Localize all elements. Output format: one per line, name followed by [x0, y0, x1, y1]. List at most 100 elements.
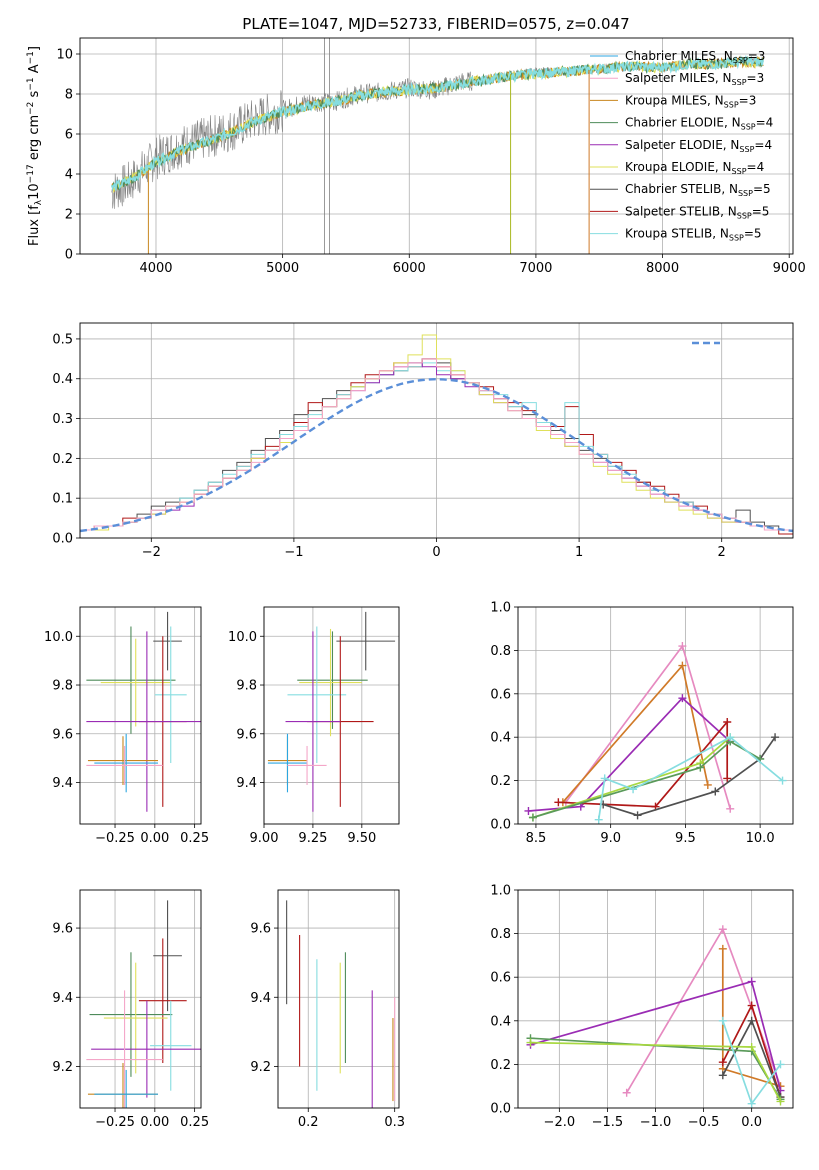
weight-marker — [718, 925, 727, 934]
y-tick-label: 9.6 — [52, 922, 73, 937]
weight-marker — [524, 806, 533, 815]
y-tick-label: 10.0 — [228, 630, 257, 645]
x-tick-label: −2 — [142, 545, 161, 560]
x-tick-label: 2 — [718, 545, 726, 560]
legend-label: Kroupa ELODIE, N — [625, 160, 732, 174]
x-tick-label: −0.25 — [95, 1115, 135, 1130]
weight-marker — [747, 1042, 756, 1051]
y-axis-label-part: A — [27, 64, 42, 77]
y-tick-label: 0 — [65, 248, 73, 263]
y-axis-label-part: s — [27, 90, 42, 101]
legend-entry: Chabrier MILES, NSSP=3 — [625, 49, 765, 65]
weight-marker — [747, 1099, 756, 1108]
x-tick-label: −2.0 — [544, 1115, 576, 1130]
y-tick-label: 0.0 — [52, 532, 73, 547]
weight-marker — [726, 804, 735, 813]
weight-marker — [718, 1071, 727, 1080]
legend-label: Chabrier MILES, N — [625, 49, 733, 63]
weight-marker — [726, 733, 735, 742]
y-tick-label: 10.0 — [44, 630, 73, 645]
weight-marker — [678, 642, 687, 651]
x-tick-label: 9.5 — [675, 831, 696, 846]
weight-lines — [526, 925, 785, 1108]
legend-label-sub: SSP — [733, 56, 748, 65]
x-tick-label: −0.25 — [95, 831, 135, 846]
legend-entry: Salpeter MILES, NSSP=3 — [625, 71, 764, 87]
y-tick-label: 9.2 — [52, 1060, 73, 1075]
axes-frame — [277, 889, 400, 1109]
y-axis-label-part: ] — [27, 46, 42, 51]
legend-label-sub: SSP — [738, 189, 753, 198]
age-vs-mass-panel: 9.00 9.25 9.50 9.4 9.6 9.8 10.0 — [228, 606, 400, 846]
y-axis-label-part: −1 — [26, 51, 36, 64]
weight-marker — [778, 776, 787, 785]
y-tick-label: 0.0 — [490, 1102, 511, 1117]
y-tick-label: 1.0 — [490, 884, 511, 899]
legend-label-suffix: =4 — [756, 116, 774, 130]
weight-marker — [554, 798, 563, 807]
x-tick-label: 9000 — [773, 261, 806, 276]
axes-frame — [517, 606, 794, 825]
legend-label: Chabrier ELODIE, N — [625, 116, 741, 130]
y-tick-label: 0.2 — [52, 452, 73, 467]
mass-vs-ebv-panel: 0.2 0.3 9.2 9.4 9.6 — [250, 889, 405, 1130]
mass-weight-vs-age-panel: 8.5 9.0 9.5 10.0 0.0 0.2 0.4 0.6 0.8 1.0 — [490, 601, 794, 846]
x-tick-label: 4000 — [139, 261, 172, 276]
weight-marker — [528, 813, 537, 822]
y-tick-label: 0.4 — [490, 731, 511, 746]
spectrum-legend: Chabrier MILES, NSSP=3 Salpeter MILES, NS… — [590, 49, 773, 243]
weight-marker — [718, 1016, 727, 1025]
x-tick-label: 0.00 — [140, 1115, 169, 1130]
mass-weight-vs-metallicity-panel: −2.0 −1.5 −1.0 −0.5 0.0 0.0 0.2 0.4 0.6 0.8 1.0 — [490, 884, 794, 1130]
legend-label: Salpeter ELODIE, N — [625, 138, 739, 152]
weight-marker — [723, 774, 732, 783]
x-tick-label: −1.0 — [640, 1115, 672, 1130]
mass-vs-metallicity-panel: −0.25 0.00 0.25 9.2 9.4 9.6 — [52, 889, 209, 1130]
x-tick-label: −0.5 — [688, 1115, 720, 1130]
weight-marker — [776, 1097, 785, 1106]
legend-entry: Chabrier ELODIE, NSSP=4 — [625, 116, 773, 132]
y-tick-label: 0.5 — [52, 332, 73, 347]
y-tick-label: 10 — [56, 48, 73, 63]
weight-series-line — [602, 736, 776, 817]
x-tick-label: 0.00 — [140, 831, 169, 846]
legend-label-sub: SSP — [739, 145, 754, 154]
weight-marker — [678, 694, 687, 703]
y-tick-label: 0.0 — [490, 818, 511, 833]
y-tick-label: 9.8 — [52, 679, 73, 694]
weight-series-line — [562, 663, 709, 803]
errorbars — [86, 900, 201, 1108]
errorbars — [286, 900, 396, 1108]
weight-lines — [524, 642, 787, 824]
legend-entry: Kroupa STELIB, NSSP=5 — [625, 227, 762, 243]
legend-label: Chabrier STELIB, N — [625, 182, 738, 196]
x-tick-label: 9.50 — [347, 831, 376, 846]
y-tick-label: 9.4 — [250, 991, 271, 1006]
histogram-series — [80, 358, 793, 538]
weight-marker — [594, 815, 603, 824]
weight-marker — [526, 1038, 535, 1047]
y-tick-label: 0.2 — [490, 1058, 511, 1073]
x-tick-label: 6000 — [393, 261, 426, 276]
errorbars — [267, 611, 396, 812]
y-tick-label: 9.4 — [236, 776, 257, 791]
legend-label-suffix: =5 — [744, 227, 762, 241]
spectrum-lines — [110, 38, 764, 254]
y-tick-label: 9.4 — [52, 776, 73, 791]
weight-series-line — [597, 736, 784, 820]
weight-marker — [747, 1001, 756, 1010]
x-tick-label: 0.25 — [180, 1115, 209, 1130]
legend-label: Kroupa STELIB, N — [625, 227, 729, 241]
x-tick-label: 0.2 — [298, 1115, 319, 1130]
legend-label-sub: SSP — [732, 167, 747, 176]
legend-label-sub: SSP — [732, 78, 747, 87]
legend-label-suffix: =5 — [752, 204, 770, 218]
y-tick-label: 1.0 — [490, 601, 511, 616]
legend-label-sub: SSP — [729, 234, 744, 243]
axes-frame — [517, 889, 794, 1109]
weight-series-line — [558, 719, 729, 808]
y-tick-label: 0.6 — [490, 687, 511, 702]
weight-marker — [600, 774, 609, 783]
weight-series-line — [528, 696, 731, 812]
